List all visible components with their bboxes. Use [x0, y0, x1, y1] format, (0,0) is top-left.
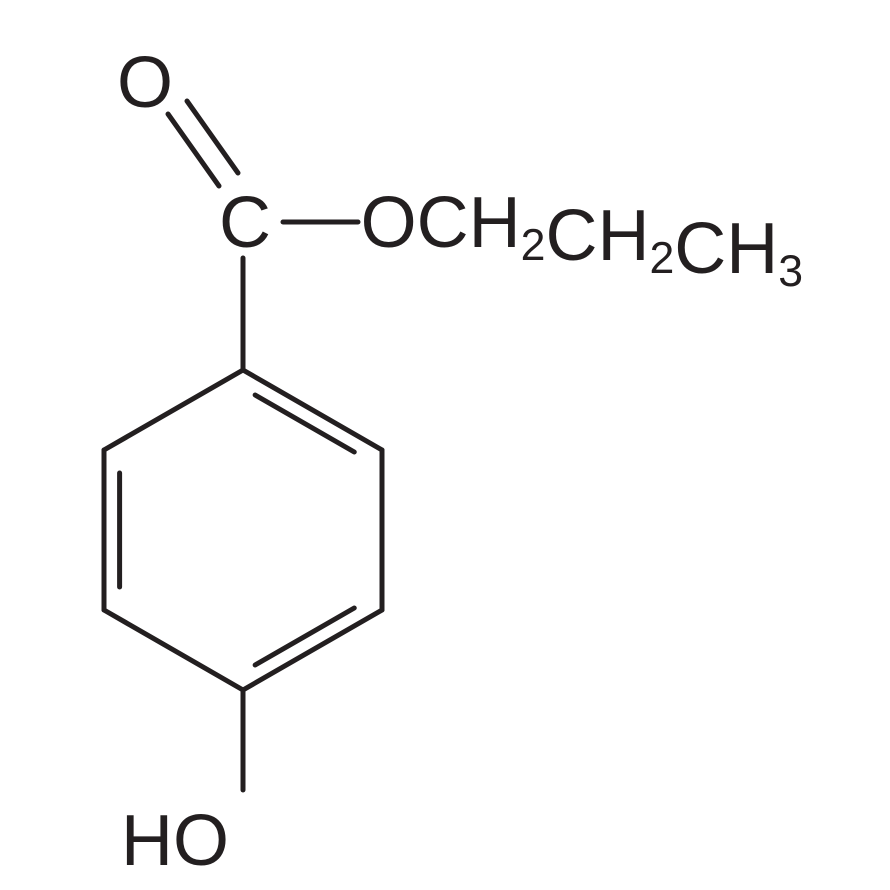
atom-o-carbonyl: O	[117, 43, 173, 123]
atom-propyl-chain: OCH2CH2CH3	[361, 183, 804, 296]
bond-carbonyl-a	[168, 114, 219, 186]
atom-ho: HO	[121, 801, 229, 881]
ring-edge-0	[243, 370, 382, 450]
bond-carbonyl-b	[187, 101, 238, 173]
ring-edge-3	[104, 610, 243, 690]
molecule-diagram: O C OCH2CH2CH3 HO	[0, 0, 890, 890]
benzene-ring	[104, 370, 382, 690]
atom-c-carbonyl: C	[219, 183, 271, 263]
ring-edge-5	[104, 370, 243, 450]
ring-edge-2	[243, 610, 382, 690]
